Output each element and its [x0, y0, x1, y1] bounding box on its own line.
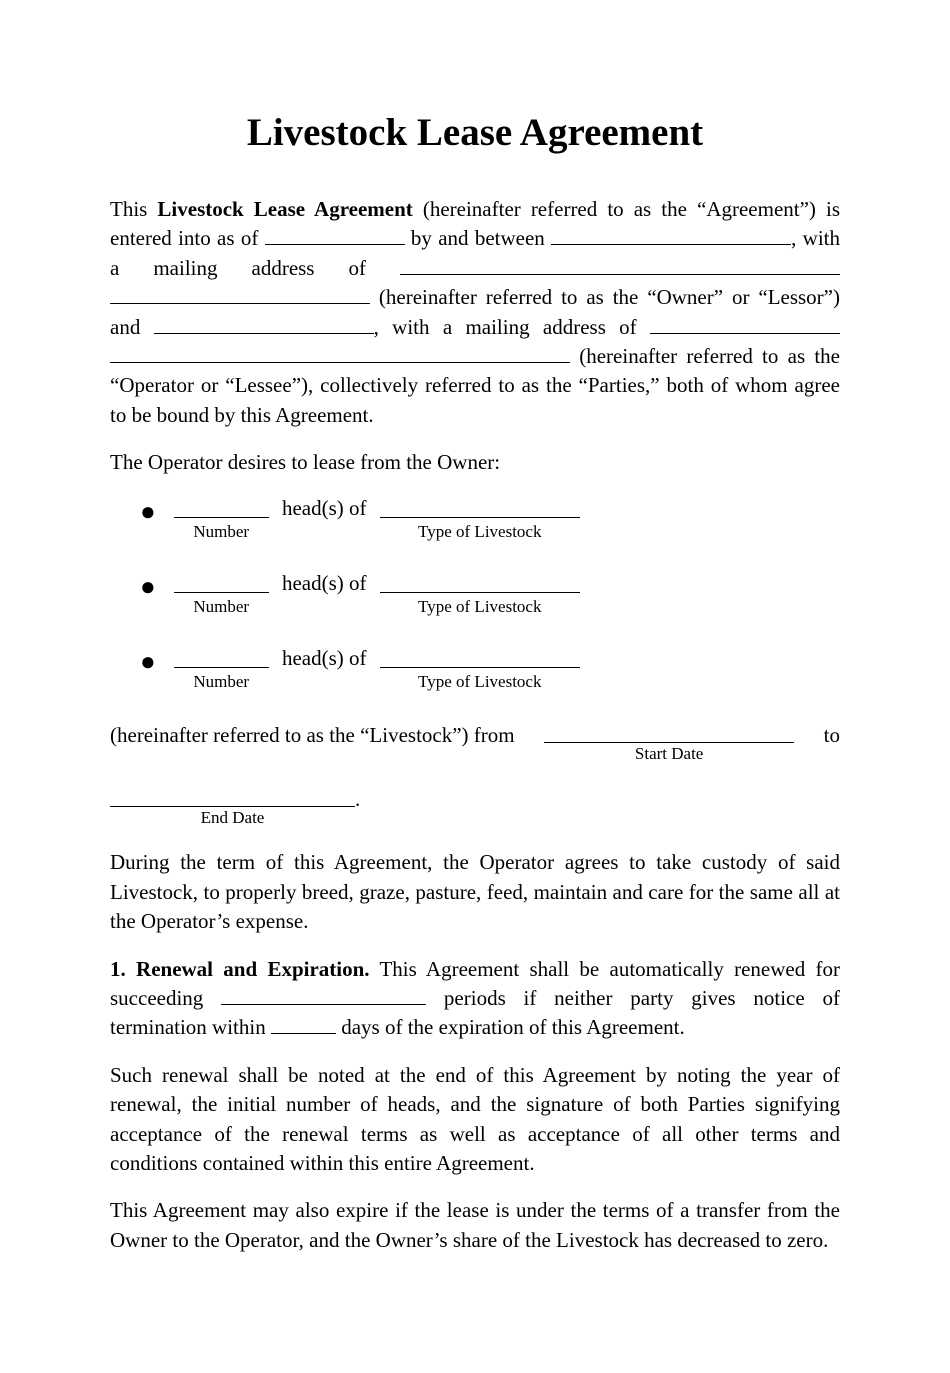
type-label: Type of Livestock — [418, 597, 541, 616]
blank-owner-addr2[interactable] — [110, 303, 370, 304]
expire-note-paragraph: This Agreement may also expire if the le… — [110, 1196, 840, 1255]
start-date-label: Start Date — [544, 743, 794, 766]
number-field[interactable]: Number — [174, 646, 269, 693]
heads-of-text: head(s) of — [282, 571, 372, 595]
blank-periods[interactable] — [221, 1004, 426, 1005]
blank-date-entered[interactable] — [265, 244, 405, 245]
heads-of-text: head(s) of — [282, 646, 372, 670]
list-item: ● Number head(s) of Type of Livestock — [140, 571, 840, 618]
renewal-note-paragraph: Such renewal shall be noted at the end o… — [110, 1061, 840, 1179]
intro-text-1: This — [110, 197, 157, 221]
section-1-text-3: days of the expiration of this Agreement… — [336, 1015, 685, 1039]
section-1-paragraph: 1. Renewal and Expiration. This Agreemen… — [110, 955, 840, 1043]
number-label: Number — [193, 597, 249, 616]
custody-paragraph: During the term of this Agreement, the O… — [110, 848, 840, 936]
blank-days[interactable] — [271, 1033, 336, 1034]
number-field[interactable]: Number — [174, 496, 269, 543]
date-range-paragraph: (hereinafter referred to as the “Livesto… — [110, 721, 840, 831]
list-item: ● Number head(s) of Type of Livestock — [140, 646, 840, 693]
end-date-label: End Date — [110, 807, 355, 830]
start-date-field[interactable]: Start Date — [544, 721, 794, 766]
dates-period: . — [355, 787, 360, 811]
blank-operator-addr1[interactable] — [650, 333, 840, 334]
desire-paragraph: The Operator desires to lease from the O… — [110, 448, 840, 477]
type-field[interactable]: Type of Livestock — [380, 571, 580, 618]
type-field[interactable]: Type of Livestock — [380, 646, 580, 693]
intro-bold: Livestock Lease Agreement — [157, 197, 412, 221]
number-field[interactable]: Number — [174, 571, 269, 618]
bullet-icon: ● — [140, 574, 156, 600]
type-label: Type of Livestock — [418, 672, 541, 691]
intro-paragraph: This Livestock Lease Agreement (hereinaf… — [110, 195, 840, 430]
end-date-field[interactable]: End Date — [110, 785, 355, 830]
number-label: Number — [193, 522, 249, 541]
section-1-heading: 1. Renewal and Expiration. — [110, 957, 370, 981]
type-label: Type of Livestock — [418, 522, 541, 541]
bullet-icon: ● — [140, 649, 156, 675]
blank-operator-addr2[interactable] — [110, 362, 570, 363]
intro-text-6: , with a mailing address of — [374, 315, 650, 339]
bullet-icon: ● — [140, 499, 156, 525]
blank-owner-addr1[interactable] — [400, 274, 840, 275]
heads-of-text: head(s) of — [282, 496, 372, 520]
dates-text-2: to — [824, 721, 840, 749]
type-field[interactable]: Type of Livestock — [380, 496, 580, 543]
intro-text-7: (hereinafter referred to as the “Operato… — [110, 344, 840, 427]
dates-text-1: (hereinafter referred to as the “Livesto… — [110, 721, 515, 749]
list-item: ● Number head(s) of Type of Livestock — [140, 496, 840, 543]
blank-owner-name[interactable] — [551, 244, 791, 245]
document-page: Livestock Lease Agreement This Livestock… — [0, 0, 950, 1373]
document-title: Livestock Lease Agreement — [110, 110, 840, 155]
livestock-list: ● Number head(s) of Type of Livestock ● … — [140, 496, 840, 693]
blank-operator-name[interactable] — [154, 333, 374, 334]
intro-text-3: by and between — [405, 226, 551, 250]
number-label: Number — [193, 672, 249, 691]
